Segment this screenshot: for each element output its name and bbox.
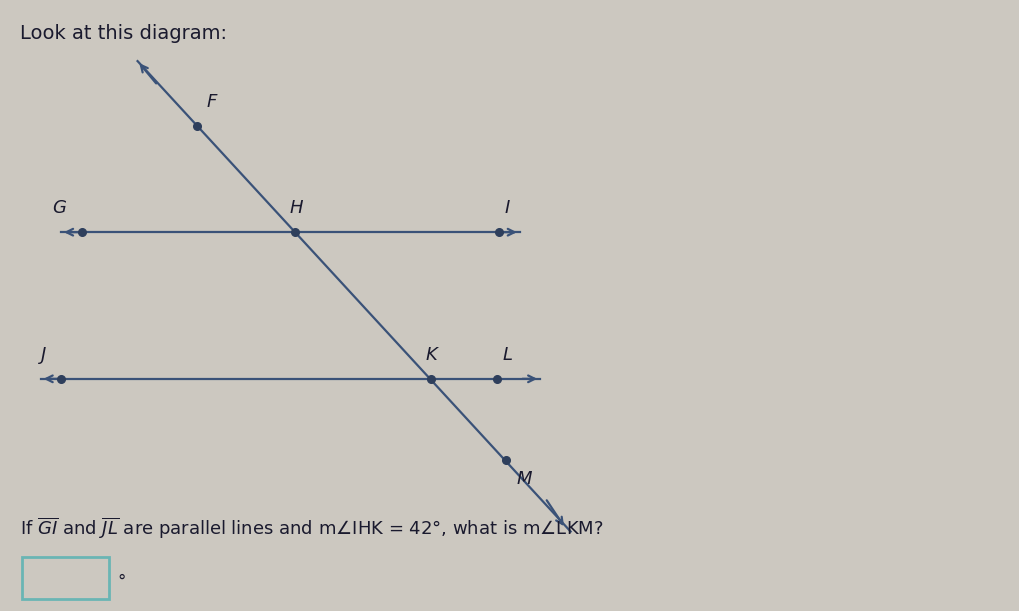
- Bar: [22, 557, 109, 599]
- Text: Look at this diagram:: Look at this diagram:: [20, 24, 227, 43]
- Text: K: K: [426, 346, 437, 364]
- Text: If $\overline{GI}$ and $\overline{JL}$ are parallel lines and m$\angle$IHK = 42°: If $\overline{GI}$ and $\overline{JL}$ a…: [20, 515, 604, 541]
- Text: °: °: [117, 573, 125, 591]
- Text: I: I: [504, 199, 510, 217]
- Text: L: L: [502, 346, 513, 364]
- Text: J: J: [41, 346, 46, 364]
- Text: M: M: [517, 470, 532, 488]
- Text: G: G: [52, 199, 66, 217]
- Text: H: H: [289, 199, 304, 217]
- Text: F: F: [207, 93, 217, 111]
